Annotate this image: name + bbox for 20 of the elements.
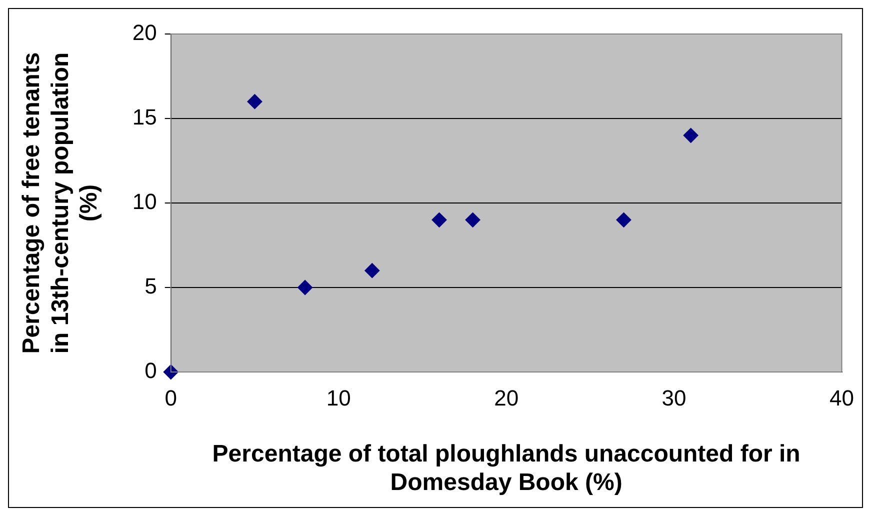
x-tick-label: 20 — [494, 385, 519, 410]
point — [432, 212, 447, 228]
y-tick-label: 15 — [132, 104, 157, 130]
x-axis-title: Percentage of total ploughlands unaccounted for in Domesday Book (%) — [212, 440, 800, 496]
point — [163, 364, 178, 380]
y-tick-label: 5 — [144, 274, 157, 299]
point — [465, 212, 480, 228]
x-tick-label: 30 — [662, 385, 686, 410]
point — [364, 263, 380, 278]
y-tick-label: 0 — [144, 358, 157, 384]
point — [247, 94, 262, 110]
y-tick-label: 10 — [132, 189, 157, 214]
x-tick-label: 0 — [164, 385, 177, 410]
point — [616, 212, 632, 228]
y-axis-title: Percentage of free tenants in 13th-century population (%) — [18, 52, 103, 354]
x-tick-label: 40 — [830, 385, 854, 410]
x-tick-label: 10 — [326, 385, 351, 410]
point — [298, 280, 313, 295]
point — [683, 128, 698, 143]
y-tick-label: 20 — [132, 20, 157, 46]
